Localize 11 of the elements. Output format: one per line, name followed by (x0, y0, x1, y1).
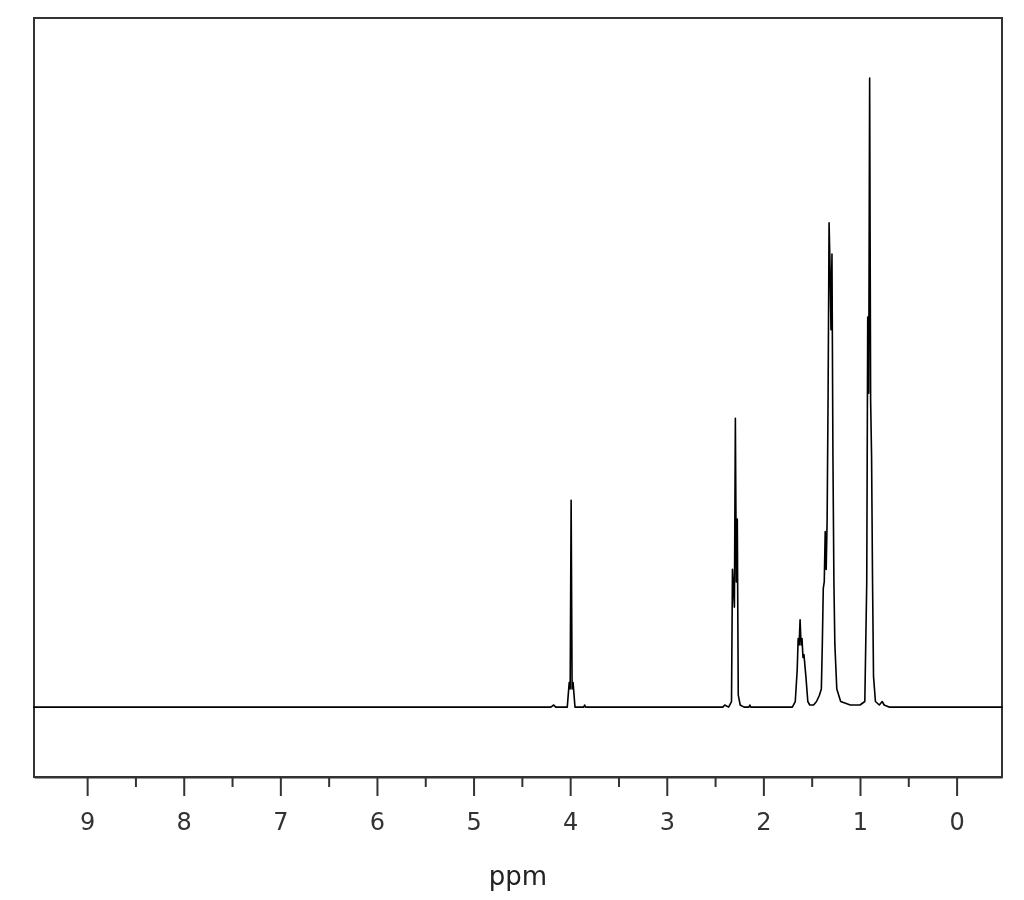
x-tick-label: 5 (466, 808, 482, 837)
x-tick-label: 7 (273, 808, 289, 837)
x-tick-label: 9 (79, 808, 96, 837)
x-tick-label: 1 (852, 808, 869, 837)
x-tick-label: 2 (756, 808, 772, 837)
x-tick-label: 8 (176, 808, 192, 837)
x-tick-label: 4 (563, 808, 579, 837)
x-tick-label: 3 (659, 808, 675, 837)
x-axis-title: ppm (488, 861, 548, 892)
x-tick-label: 6 (369, 808, 386, 837)
x-tick-label: 0 (949, 808, 965, 837)
